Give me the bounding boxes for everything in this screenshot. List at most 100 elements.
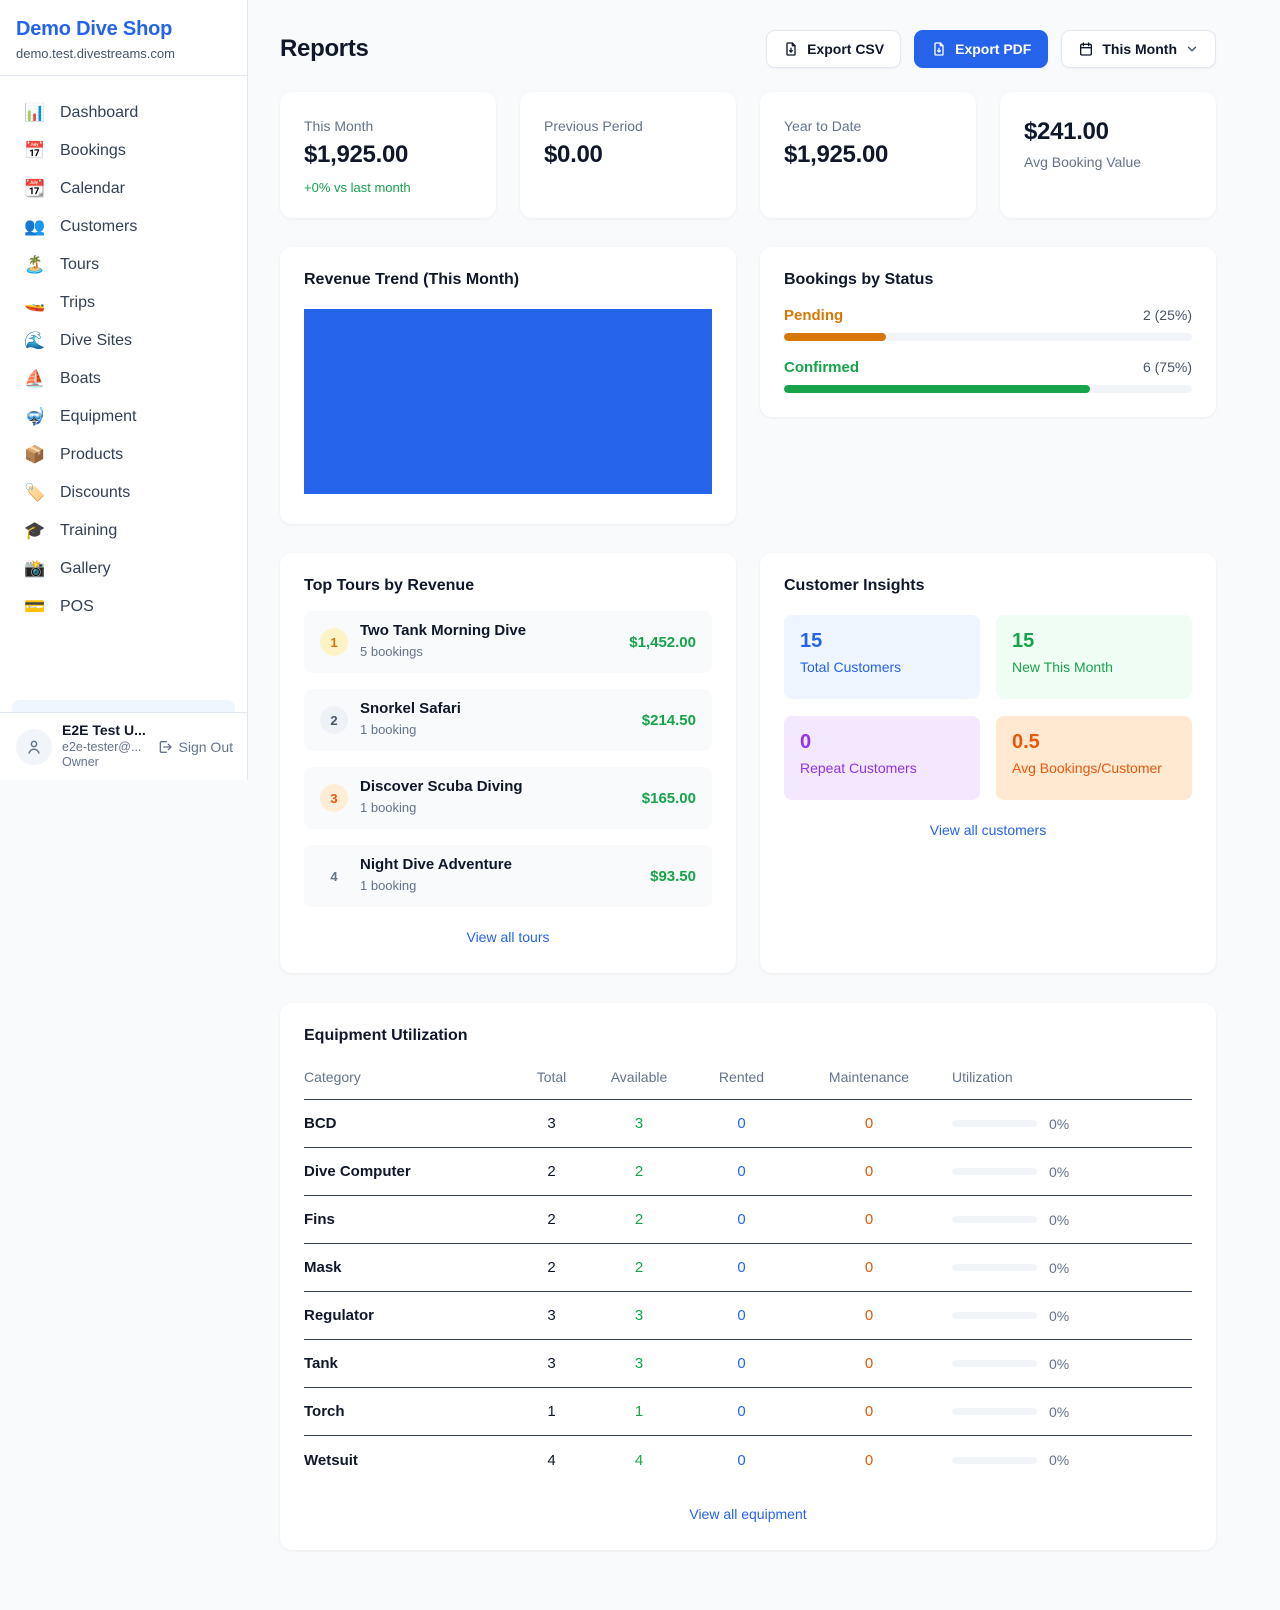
tour-list-item[interactable]: 4 Night Dive Adventure 1 booking $93.50 [304,845,712,907]
sidebar-item-products[interactable]: 📦 Products [12,436,235,474]
stat-card-year-to-date: Year to Date $1,925.00 [760,92,976,218]
tour-name: Night Dive Adventure [360,856,512,874]
sidebar-item-equipment[interactable]: 🤿 Equipment [12,398,235,436]
cell-rented: 0 [737,1211,746,1228]
sidebar-item-label: Boats [60,370,101,387]
stat-label: Previous Period [544,118,643,134]
sidebar-item-trips[interactable]: 🚤 Trips [12,284,235,322]
sidebar-item-boats[interactable]: ⛵ Boats [12,360,235,398]
export-pdf-button[interactable]: Export PDF [914,30,1049,68]
sidebar-item-label: Gallery [60,560,111,577]
cell-category: BCD [304,1115,337,1132]
status-bar-fill [784,385,1090,393]
chevron-down-icon [1187,46,1197,52]
cell-maintenance: 0 [864,1163,874,1180]
stat-delta: +0% vs last month [304,180,411,195]
tour-name: Snorkel Safari [360,700,461,718]
period-dropdown[interactable]: This Month [1061,30,1216,68]
view-all-tours-link[interactable]: View all tours [466,929,550,945]
status-count: 2 (25%) [1142,307,1192,323]
utilization-bar [952,1120,1037,1127]
utilization-bar [952,1360,1037,1367]
tear-off-calendar-icon: 📆 [24,179,46,198]
sidebar-item-pos[interactable]: 💳 POS [12,588,235,626]
cell-total: 3 [547,1355,556,1372]
sidebar-item-gallery[interactable]: 📸 Gallery [12,550,235,588]
tour-list-item[interactable]: 3 Discover Scuba Diving 1 booking $165.00 [304,767,712,829]
insight-value: 0.5 [1012,731,1040,753]
insight-label: Total Customers [800,659,902,675]
table-row: Regulator 3 3 0 0 0% [304,1292,1192,1340]
sidebar-item-dashboard[interactable]: 📊 Dashboard [12,94,235,132]
sidebar-item-label: Dashboard [60,104,139,121]
tag-icon: 🏷️ [24,483,46,502]
cell-category: Mask [304,1259,342,1276]
sidebar-item-reports-active-partial[interactable] [12,700,235,712]
sailboat-icon: ⛵ [24,369,46,388]
table-row: Dive Computer 2 2 0 0 0% [304,1148,1192,1196]
cell-maintenance: 0 [864,1259,874,1276]
export-csv-button[interactable]: Export CSV [766,30,902,68]
status-row-confirmed: Confirmed 6 (75%) [784,359,1192,393]
utilization-percent: 0% [1049,1355,1070,1372]
cell-rented: 0 [737,1403,746,1420]
column-header-category: Category [304,1069,361,1085]
tour-list-item[interactable]: 1 Two Tank Morning Dive 5 bookings $1,452… [304,611,712,673]
credit-card-icon: 💳 [24,597,46,616]
stat-label: This Month [304,118,374,134]
column-header-maintenance: Maintenance [828,1069,910,1085]
table-row: Wetsuit 4 4 0 0 0% [304,1436,1192,1484]
sign-out-button[interactable]: Sign Out [157,739,233,755]
cell-available: 3 [634,1355,644,1372]
sidebar-item-training[interactable]: 🎓 Training [12,512,235,550]
cell-utilization: 0% [944,1164,1192,1180]
insight-label: Avg Bookings/Customer [1012,760,1162,776]
cell-maintenance: 0 [864,1403,874,1420]
bookings-by-status-card: Bookings by Status Pending 2 (25%) Confi… [760,247,1216,417]
cell-rented: 0 [737,1307,746,1324]
cell-total: 3 [547,1307,556,1324]
stat-value: $241.00 [1024,118,1109,145]
sidebar-item-discounts[interactable]: 🏷️ Discounts [12,474,235,512]
sidebar-item-calendar[interactable]: 📆 Calendar [12,170,235,208]
revenue-trend-card: Revenue Trend (This Month) [280,247,736,524]
utilization-percent: 0% [1049,1163,1070,1180]
tour-list-item[interactable]: 2 Snorkel Safari 1 booking $214.50 [304,689,712,751]
sidebar-item-tours[interactable]: 🏝️ Tours [12,246,235,284]
stat-value: $1,925.00 [304,141,409,168]
cell-total: 2 [547,1259,556,1276]
rank-badge: 1 [320,628,348,656]
cell-utilization: 0% [944,1260,1192,1276]
calendar-date-icon: 📅 [24,141,46,160]
cell-available: 2 [634,1163,644,1180]
cell-maintenance: 0 [864,1451,874,1469]
cell-maintenance: 0 [864,1355,874,1372]
stat-value: $1,925.00 [784,141,889,168]
stat-label: Avg Booking Value [1024,154,1142,170]
cell-utilization: 0% [944,1116,1192,1132]
view-all-customers-link[interactable]: View all customers [929,822,1047,838]
tour-bookings: 1 booking [360,722,417,738]
stats-row: This Month $1,925.00 +0% vs last month P… [280,92,1216,218]
island-icon: 🏝️ [24,255,46,274]
wave-icon: 🌊 [24,331,46,350]
view-all-equipment-link[interactable]: View all equipment [689,1506,807,1522]
tour-bookings: 1 booking [360,800,417,816]
insight-value: 0 [800,731,812,753]
bookings-by-status-title: Bookings by Status [784,271,934,288]
sidebar-item-customers[interactable]: 👥 Customers [12,208,235,246]
cell-category: Fins [304,1211,335,1228]
sidebar-item-label: POS [60,598,94,615]
customer-insights-title: Customer Insights [784,577,925,594]
cell-category: Regulator [304,1307,375,1324]
insight-tile-total-customers: 15 Total Customers [784,615,980,699]
cell-maintenance: 0 [864,1115,874,1132]
status-bar-fill [784,333,886,341]
sidebar-item-dive-sites[interactable]: 🌊 Dive Sites [12,322,235,360]
sidebar: Demo Dive Shop demo.test.divestreams.com… [0,0,248,780]
cell-available: 1 [634,1403,644,1420]
tour-revenue: $165.00 [641,789,696,807]
header-actions: Export CSV Export PDF This Month [766,30,1216,68]
sidebar-item-bookings[interactable]: 📅 Bookings [12,132,235,170]
revenue-trend-bar [304,309,712,494]
